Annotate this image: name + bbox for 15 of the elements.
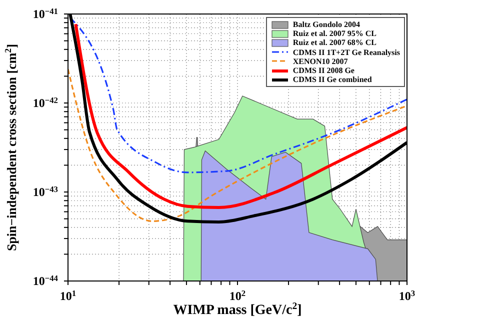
y-tick-label: 10$^{−43}$ bbox=[32, 184, 58, 199]
legend-label: Baltz Gondolo 2004 bbox=[292, 20, 360, 30]
legend-label: CDMS II 1T+2T Ge Reanalysis bbox=[292, 48, 400, 57]
legend-label: Ruiz et al. 2007 95% CL bbox=[292, 29, 376, 38]
legend-label: CDMS II 2008 Ge bbox=[292, 66, 354, 76]
x-tick-label: 10$^{3}$ bbox=[398, 288, 416, 303]
x-tick-label: 10$^{2}$ bbox=[229, 288, 246, 303]
legend-label: Ruiz et al. 2007 68% CL bbox=[292, 38, 376, 48]
legend-label: XENON10 2007 bbox=[292, 56, 348, 66]
legend-label: CDMS II Ge combined bbox=[292, 75, 372, 84]
y-tick-label: 10$^{−44}$ bbox=[32, 274, 59, 288]
y-tick-label: 10$^{−42}$ bbox=[32, 96, 58, 110]
y-tick-label: 10$^{−41}$ bbox=[32, 6, 58, 21]
x-axis-title: WIMP mass [GeV/c$^{2}$] bbox=[173, 300, 302, 318]
x-tick-label: 10$^{1}$ bbox=[60, 288, 76, 303]
